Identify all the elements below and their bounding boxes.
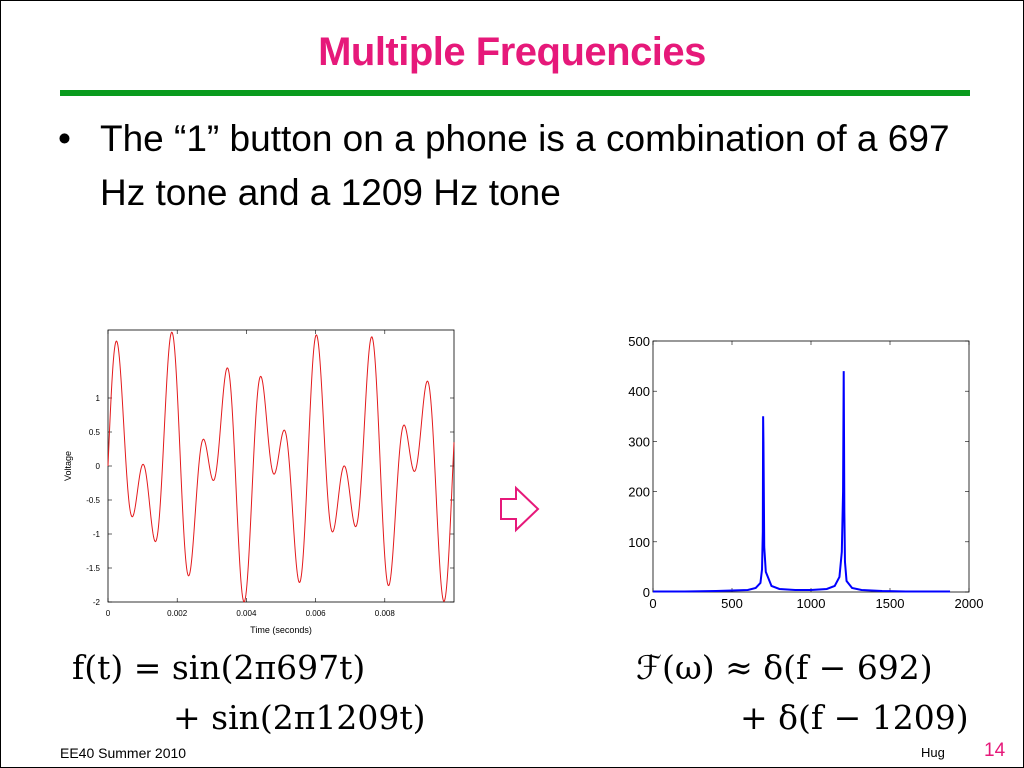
- freq-x-tick-label: 500: [721, 596, 743, 611]
- freq-y-tick-label: 100: [628, 535, 650, 550]
- freq-series-line: [653, 371, 951, 593]
- time-y-axis-label: Voltage: [63, 451, 73, 481]
- freq-x-tick-label: 1500: [876, 596, 905, 611]
- time-x-tick-label: 0.004: [236, 609, 257, 618]
- freq-x-tick-label: 2000: [955, 596, 984, 611]
- freq-x-tick-label: 0: [649, 596, 656, 611]
- time-y-tick-label: 0.5: [89, 428, 101, 437]
- title-rule: [60, 90, 970, 96]
- freq-equation-line1: ℱ(ω) ≈ δ(f − 692): [636, 648, 933, 687]
- time-y-tick-label: -0.5: [86, 496, 100, 505]
- freq-y-tick-label: 300: [628, 434, 650, 449]
- time-plot-frame: [107, 329, 455, 603]
- time-x-tick-label: 0.002: [167, 609, 188, 618]
- freq-y-tick-label: 400: [628, 384, 650, 399]
- time-x-axis-label: Time (seconds): [250, 625, 312, 635]
- right-arrow-outline-icon: [500, 485, 540, 533]
- time-y-tick-label: 0: [96, 462, 101, 471]
- time-x-tick-label: 0.008: [375, 609, 396, 618]
- time-x-tick-label: 0: [106, 609, 111, 618]
- time-x-tick-label: 0.006: [306, 609, 327, 618]
- time-y-tick-label: -1: [93, 530, 101, 539]
- bullet-dot: •: [58, 118, 71, 159]
- freq-x-tick-label: 1000: [797, 596, 826, 611]
- freq-y-tick-label: 0: [643, 585, 650, 600]
- footer-author: Hug: [921, 745, 945, 760]
- time-y-tick-label: -1.5: [86, 564, 100, 573]
- time-y-tick-label: 1: [96, 394, 101, 403]
- freq-y-tick-label: 500: [628, 334, 650, 349]
- footer-course: EE40 Summer 2010: [60, 745, 187, 761]
- time-equation-line1: f(t) = sin(2π697t): [72, 648, 366, 687]
- page-number: 14: [984, 740, 1006, 761]
- freq-plot-frame: [652, 340, 970, 593]
- bullet-text: The “1” button on a phone is a combinati…: [100, 118, 950, 213]
- time-equation-line2: + sin(2π1209t): [173, 698, 426, 737]
- time-y-tick-label: -2: [93, 598, 101, 607]
- time-series-line: [107, 331, 455, 603]
- freq-y-tick-label: 200: [628, 485, 650, 500]
- slide-title: Multiple Frequencies: [318, 30, 706, 74]
- time-domain-chart: 10.50-0.5-1-1.5-2 0 0.002 0.004 0.006 0.008 …: [63, 329, 455, 635]
- freq-equation-line2: + δ(f − 1209): [740, 698, 969, 737]
